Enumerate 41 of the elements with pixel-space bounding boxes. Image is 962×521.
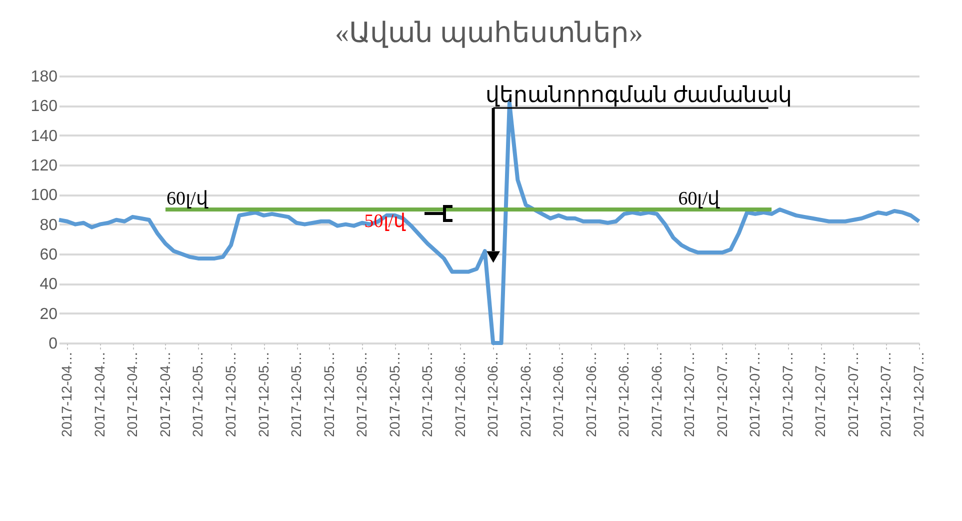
x-tick-label: 2017-12-04…	[156, 352, 173, 438]
y-tick-label: 60	[40, 246, 58, 264]
x-tick-label: 2017-12-07…	[714, 352, 730, 438]
y-tick-label: 180	[30, 68, 58, 86]
x-tick-label: 2017-12-04…	[124, 352, 140, 438]
x-tick-label: 2017-12-05…	[419, 352, 436, 438]
x-tick-label: 2017-12-07…	[746, 352, 763, 438]
y-tick-label: 20	[40, 306, 58, 323]
y-tick-label: 80	[40, 216, 58, 234]
annotation: 60լ/վ	[678, 188, 720, 210]
x-tick-label: 2017-12-07…	[812, 352, 828, 438]
x-tick-label: 2017-12-04…	[91, 352, 108, 438]
x-tick-label: 2017-12-07…	[844, 352, 861, 438]
chart-title: «Ավան պահեստներ»	[335, 18, 643, 49]
x-tick-label: 2017-12-07…	[878, 352, 894, 438]
x-tick-label: 2017-12-05…	[222, 352, 238, 438]
x-tick-label: 2017-12-07…	[779, 352, 796, 438]
annotation: 60լ/վ	[166, 188, 209, 210]
x-tick-label: 2017-12-07…	[910, 352, 926, 438]
x-tick-label: 2017-12-06…	[616, 352, 632, 438]
x-tick-label: 2017-12-07…	[681, 352, 698, 438]
x-tick-label: 2017-12-06…	[648, 352, 664, 438]
y-tick-label: 0	[48, 336, 58, 352]
x-tick-label: 2017-12-06…	[452, 352, 468, 438]
x-tick-label: 2017-12-06…	[517, 352, 534, 438]
x-tick-label: 2017-12-05…	[190, 352, 206, 438]
x-tick-label: 2017-12-06…	[582, 352, 599, 438]
y-tick-label: 100	[30, 187, 58, 204]
y-tick-label: 140	[30, 128, 58, 145]
y-tick-label: 160	[30, 98, 58, 116]
x-tick-label: 2017-12-05…	[354, 352, 370, 438]
x-tick-label: 2017-12-05…	[320, 352, 337, 438]
x-tick-label: 2017-12-06…	[550, 352, 566, 438]
x-tick-label: 2017-12-05…	[386, 352, 402, 438]
x-tick-label: 2017-12-05…	[288, 352, 304, 438]
x-tick-label: 2017-12-05…	[255, 352, 272, 438]
y-tick-label: 120	[30, 158, 58, 174]
y-tick-label: 40	[40, 276, 58, 294]
x-tick-label: 2017-12-04…	[58, 352, 75, 438]
annotation: վերանորոգման ժամանակ	[485, 82, 792, 107]
x-tick-label: 2017-12-06…	[484, 352, 501, 438]
